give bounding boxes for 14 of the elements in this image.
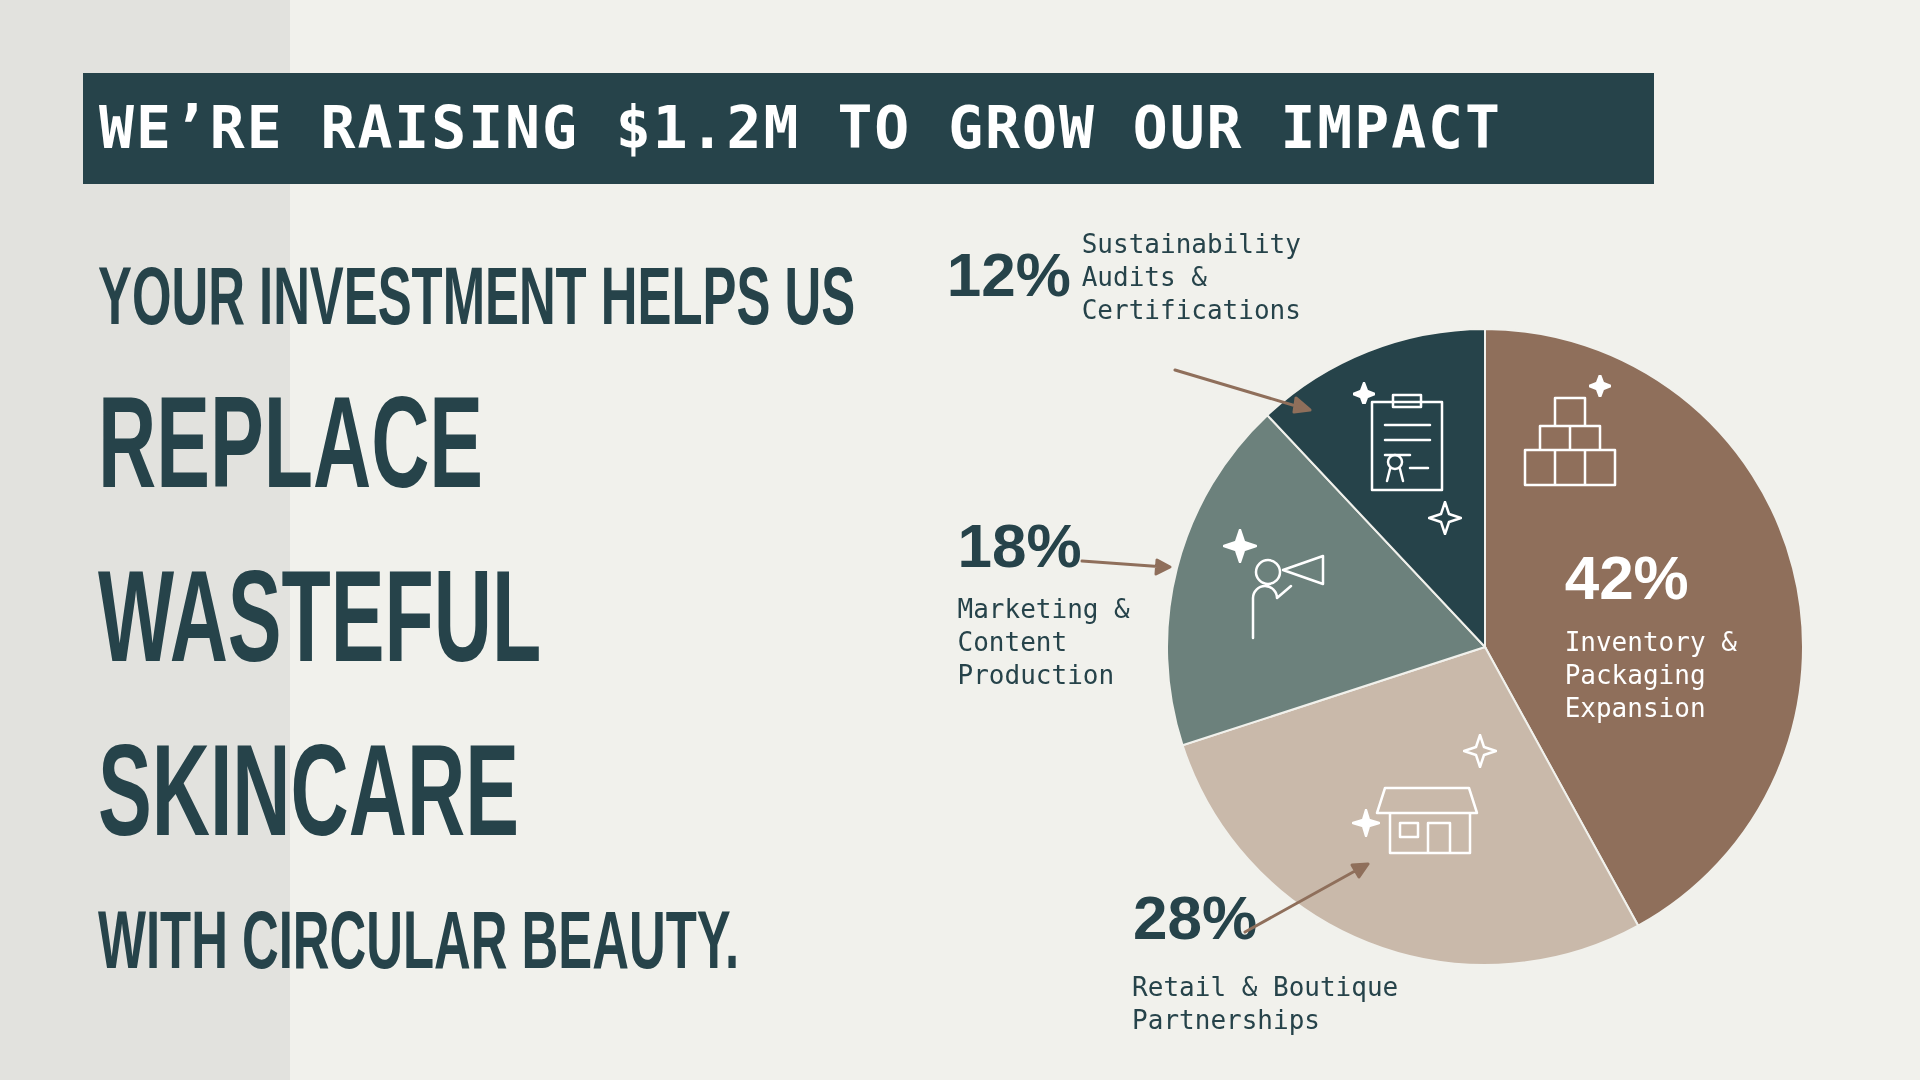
- text: YOUR INVESTMENT HELPS US: [98, 250, 856, 341]
- data-label: 12%: [946, 240, 1071, 310]
- slice-label: Sustainability Audits & Certifications: [1081, 229, 1301, 326]
- slice-label: Inventory & Packaging Expansion: [1564, 626, 1738, 723]
- data-label: 28%: [1133, 883, 1258, 953]
- text: SKINCARE: [98, 717, 520, 863]
- text: WASTEFUL: [98, 543, 543, 689]
- text: REPLACE: [98, 369, 485, 515]
- slice-label: Retail & Boutique Partnerships: [1132, 972, 1399, 1036]
- data-label: 42%: [1564, 542, 1689, 612]
- text: WITH CIRCULAR BEAUTY.: [98, 894, 741, 985]
- slice-label: Marketing & Content Production: [957, 593, 1131, 690]
- chart-title: WE’RE RAISING $1.2M TO GROW OUR IMPACT: [83, 73, 1654, 184]
- data-label: 18%: [957, 510, 1082, 580]
